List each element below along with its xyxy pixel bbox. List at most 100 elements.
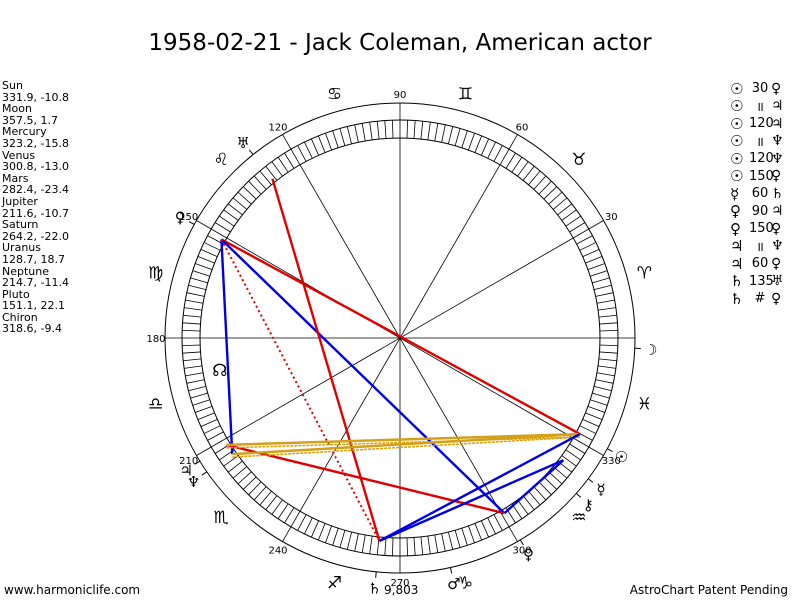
aspect-line-red [225,443,505,515]
aspect-type: 90 [751,203,769,219]
planet-glyph-mercury: ☿ [596,480,605,498]
degree-tick [346,126,353,145]
planet-glyph-jupiter: ♃ [179,462,192,480]
planet-marker [519,539,524,546]
aspect-type: # [754,291,766,307]
aspect-row: ☉ ॥ ♆ [730,132,785,151]
footer-website[interactable]: www.harmoniclife.com [4,583,141,597]
degree-tick [219,215,235,227]
aspect-planet-a: ☉ [730,132,744,151]
sign-divider [282,134,292,150]
degree-tick [332,528,339,546]
aspect-planet-a: ☉ [730,79,744,98]
aspect-row: ♃ 60 ♀ [730,255,785,273]
degree-label: 300 [512,545,531,556]
aspect-line-blue [378,459,564,543]
degree-tick [487,517,496,535]
aspect-planet-a: ♀ [730,202,741,221]
degree-tick [369,122,373,141]
degree-tick [186,292,205,297]
aspect-line-gold-double [232,436,580,458]
degree-tick [197,255,215,264]
aspect-row: ☉ 120 ♃ [730,115,785,133]
degree-tick [499,149,510,165]
degree-label: 150 [179,212,198,223]
aspect-planet-b: ♀ [771,255,782,272]
sign-divider [588,220,604,230]
degree-tick [237,471,252,485]
degree-tick [569,222,586,233]
degree-tick [346,531,353,550]
degree-tick [242,476,257,490]
degree-tick [599,329,618,332]
degree-tick [290,511,301,527]
degree-tick [297,145,307,162]
degree-tick [487,141,496,159]
degree-tick [325,525,332,543]
degree-tick [232,197,248,210]
planet-name-pluto: Pluto [2,287,30,301]
degree-tick [543,186,558,200]
degree-tick [271,499,283,515]
degree-label: 330 [602,456,621,467]
degree-tick [533,175,547,190]
degree-tick [200,248,218,258]
degree-tick [587,263,605,270]
sign-divider [508,526,518,542]
degree-tick [565,449,581,461]
degree-tick [441,124,446,143]
zodiac-sign-icon: ♋ [327,85,342,105]
aspect-row: ☉ ॥ ♃ [730,97,785,115]
degree-tick [192,399,210,406]
degree-tick [596,372,615,377]
aspect-planet-b: ♃ [771,115,784,132]
aspect-row: ♄ 135 ♅ [730,272,785,290]
zodiac-sign-icon: ♈ [637,264,652,284]
sign-divider [282,526,292,542]
degree-tick [533,486,547,501]
degree-tick [227,203,243,216]
degree-tick [598,358,617,362]
degree-tick [587,406,605,413]
aspect-type: 150 [749,168,774,184]
degree-tick [184,307,203,311]
degree-tick [434,534,439,553]
degree-tick [595,379,614,384]
zodiac-sign-icon: ♌ [213,150,228,170]
aspect-line-red [220,238,581,436]
degree-tick [200,418,218,428]
degree-tick [297,514,307,531]
aspect-row: ♀ 150 ♀ [730,220,785,238]
degree-tick [195,406,213,413]
planet-name-venus: Venus [2,148,36,162]
zodiac-sign-icon: ♍ [148,264,163,284]
aspect-type: 120 [749,151,774,167]
node-icon: ☊ [212,361,227,381]
aspect-planet-a: ☿ [730,184,740,203]
degree-tick [277,157,289,173]
planet-glyph-venus: ♀ [523,546,534,564]
degree-tick [585,412,603,421]
aspect-planet-a: ☉ [730,149,744,168]
degree-tick [441,533,446,552]
planet-marker [607,448,613,452]
degree-tick [192,270,210,277]
degree-tick [186,379,205,384]
planet-glyph-moon: ☽ [644,341,657,359]
degree-tick [184,365,203,369]
degree-tick [384,120,387,139]
degree-tick [248,481,262,496]
degree-tick [361,123,366,142]
degree-tick [573,228,589,239]
degree-tick [284,507,295,524]
aspect-planet-b: ♀ [771,168,782,185]
degree-tick [599,322,618,325]
degree-tick [242,186,257,200]
degree-tick [592,277,610,284]
planet-marker [194,460,201,465]
degree-tick [585,255,603,264]
aspect-line-gold [226,432,580,447]
house-spoke [226,237,574,439]
degree-tick [598,314,617,318]
degree-tick [579,425,597,434]
